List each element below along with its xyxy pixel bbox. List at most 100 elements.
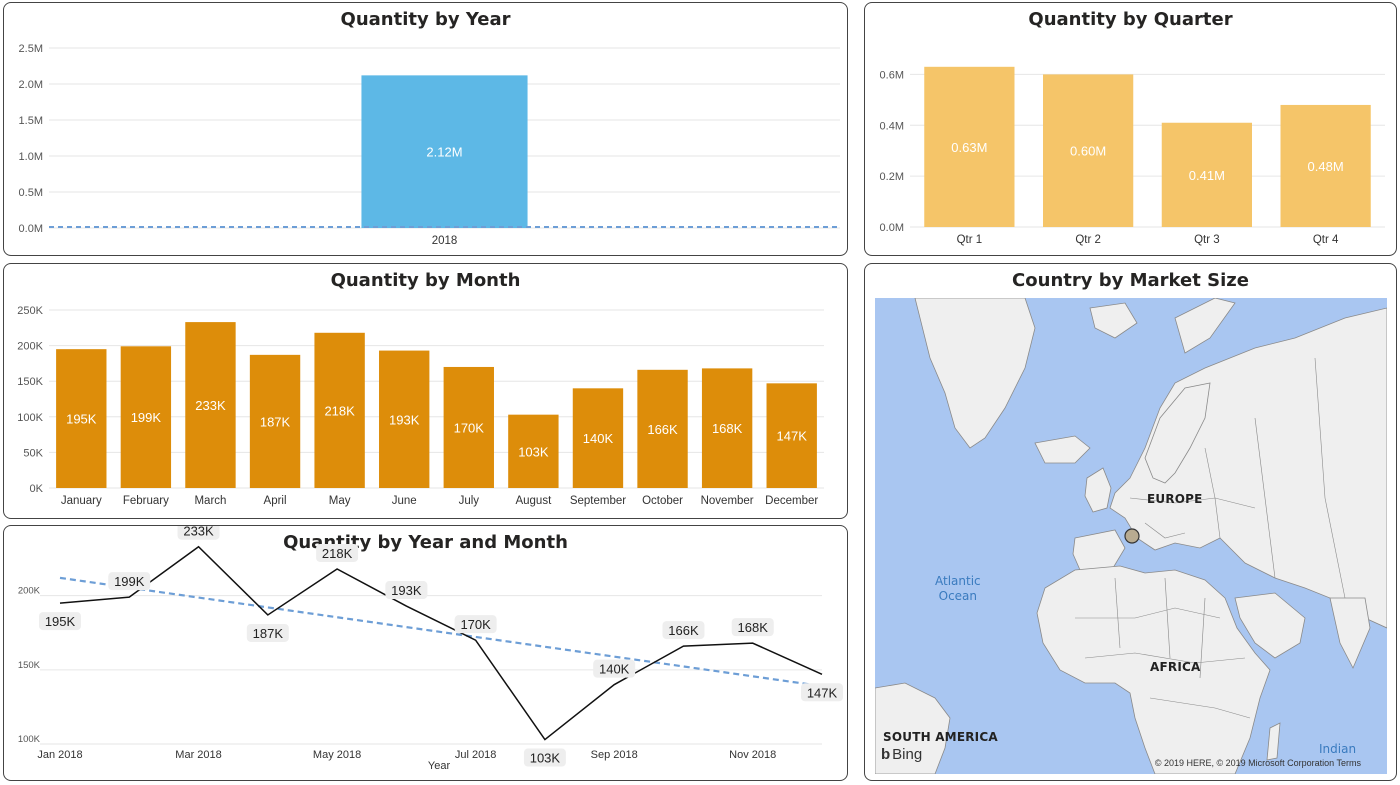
border-line (1314, 357, 1346, 599)
x-tick-label: Qtr 4 (1313, 234, 1339, 246)
y-tick-label: 2.0M (19, 79, 43, 91)
data-label: 218K (322, 546, 353, 561)
x-tick-label: December (765, 495, 818, 507)
panel-quantity-by-year: Quantity by Year 0.0M 0.5M 1.0M 1.5M 2.0M 2.5… (3, 2, 848, 256)
panel-title: Quantity by Month (330, 270, 521, 291)
bar (56, 349, 107, 488)
map-label-europe: EUROPE (1147, 492, 1203, 506)
x-tick-label: Jul 2018 (455, 749, 497, 761)
bing-label: Bing (892, 746, 923, 763)
x-tick-label: March (194, 495, 226, 507)
panel-quantity-by-month: Quantity by Month 0K 50K 100K 150K 200K 250K 1… (3, 263, 848, 519)
x-tick-label: April (264, 495, 287, 507)
bar (1043, 74, 1134, 227)
panel-title: Country by Market Size (1012, 270, 1249, 291)
data-label-background (801, 683, 843, 702)
x-tick-label: Jan 2018 (37, 749, 82, 761)
border-line (1164, 577, 1171, 659)
svalbard-land (1089, 302, 1138, 339)
data-label-background (177, 526, 220, 540)
x-tick-label: Nov 2018 (729, 749, 776, 761)
data-label: 170K (460, 617, 491, 632)
x-tick-label: Sep 2018 (591, 749, 638, 761)
bar (443, 366, 494, 488)
data-label: 218K (324, 403, 355, 418)
data-label: 166K (647, 422, 678, 437)
x-tick-label: February (123, 495, 169, 507)
y-tick-label: 100K (18, 734, 41, 745)
panel-quantity-by-year-and-month: Quantity by Year and Month 100K 150K 200K J… (3, 525, 848, 781)
map-canvas[interactable]: EUROPE AFRICA SOUTH AMERICA Atlantic Oce… (875, 298, 1387, 774)
border-line (1199, 597, 1206, 679)
y-tick-label: 50K (23, 447, 43, 459)
x-axis-title: Year (428, 760, 451, 772)
border-line (1149, 697, 1251, 719)
border-line (1084, 652, 1246, 664)
y-tick-label: 200K (17, 341, 43, 353)
panel-title: Quantity by Year (340, 9, 511, 30)
y-tick-label: 0.4M (880, 120, 904, 132)
data-label: 195K (45, 614, 76, 629)
panel-country-by-market-size: Country by Market Size (864, 263, 1397, 781)
data-label: 187K (260, 414, 291, 429)
x-tick-label: August (515, 495, 552, 507)
data-label-background (593, 659, 636, 678)
y-tick-label: 100K (17, 412, 43, 424)
data-label: 195K (66, 412, 97, 427)
data-label-background (662, 621, 705, 640)
data-label: 166K (668, 623, 699, 638)
border-line (1144, 522, 1186, 539)
bar (185, 322, 236, 488)
x-tick-label: September (570, 495, 626, 507)
x-tick-label: Qtr 1 (957, 234, 983, 246)
y-tick-label: 1.0M (19, 151, 43, 163)
data-label: 199K (114, 574, 145, 589)
data-label: 140K (599, 662, 630, 677)
map-label-africa: AFRICA (1150, 660, 1201, 674)
data-label: 168K (712, 421, 743, 436)
data-label-background (731, 618, 774, 637)
data-label: 170K (454, 420, 485, 435)
bing-icon: b (881, 746, 891, 763)
data-label: 147K (807, 685, 838, 700)
x-tick-label: May 2018 (313, 749, 361, 761)
bar (572, 388, 624, 488)
data-label: 0.63M (951, 140, 987, 155)
data-label: 2.12M (426, 145, 462, 160)
market-size-bubble (1124, 528, 1140, 544)
data-label: 140K (583, 431, 614, 446)
y-tick-label: 2.5M (19, 43, 43, 55)
data-label-background (108, 572, 151, 591)
data-label: 193K (391, 583, 422, 598)
quantity-by-year-and-month-chart: 100K 150K 200K Jan 2018 Mar 2018 May 2018 Jul … (18, 526, 843, 772)
quantity-by-year-chart: 0.0M 0.5M 1.0M 1.5M 2.0M 2.5M 2.12M 2018 (19, 43, 840, 247)
border-line (1129, 497, 1256, 509)
greenland-land (914, 298, 1036, 449)
series-line (59, 545, 823, 741)
map-label-atlantic-ocean: Atlantic Ocean (935, 574, 981, 603)
scandinavia-land (1144, 382, 1211, 484)
data-label: 193K (389, 412, 420, 427)
y-tick-label: 250K (17, 305, 43, 317)
bar (924, 66, 1015, 227)
arabia-land (1234, 592, 1306, 659)
bar (120, 346, 172, 488)
data-label: 0.48M (1308, 159, 1344, 174)
data-label-background (246, 623, 289, 642)
data-label: 233K (195, 398, 226, 413)
x-tick-label: Qtr 2 (1075, 234, 1101, 246)
border-line (1204, 447, 1221, 539)
south-america-land (875, 682, 951, 774)
x-tick-label: November (701, 495, 754, 507)
panel-quantity-by-quarter: Quantity by Quarter 0.0M 0.2M 0.4M 0.6M 0.63… (864, 2, 1397, 256)
data-label: 187K (253, 626, 284, 641)
bar (766, 383, 817, 488)
y-tick-label: 1.5M (19, 115, 43, 127)
map-attribution[interactable]: © 2019 HERE, © 2019 Microsoft Corporatio… (1154, 758, 1361, 768)
madagascar-land (1266, 722, 1281, 761)
novaya-zemlya-land (1174, 298, 1236, 354)
bar (637, 369, 688, 488)
x-tick-label: January (61, 495, 102, 507)
data-label: 0.41M (1189, 168, 1225, 183)
map-label-south-america: SOUTH AMERICA (883, 730, 998, 744)
